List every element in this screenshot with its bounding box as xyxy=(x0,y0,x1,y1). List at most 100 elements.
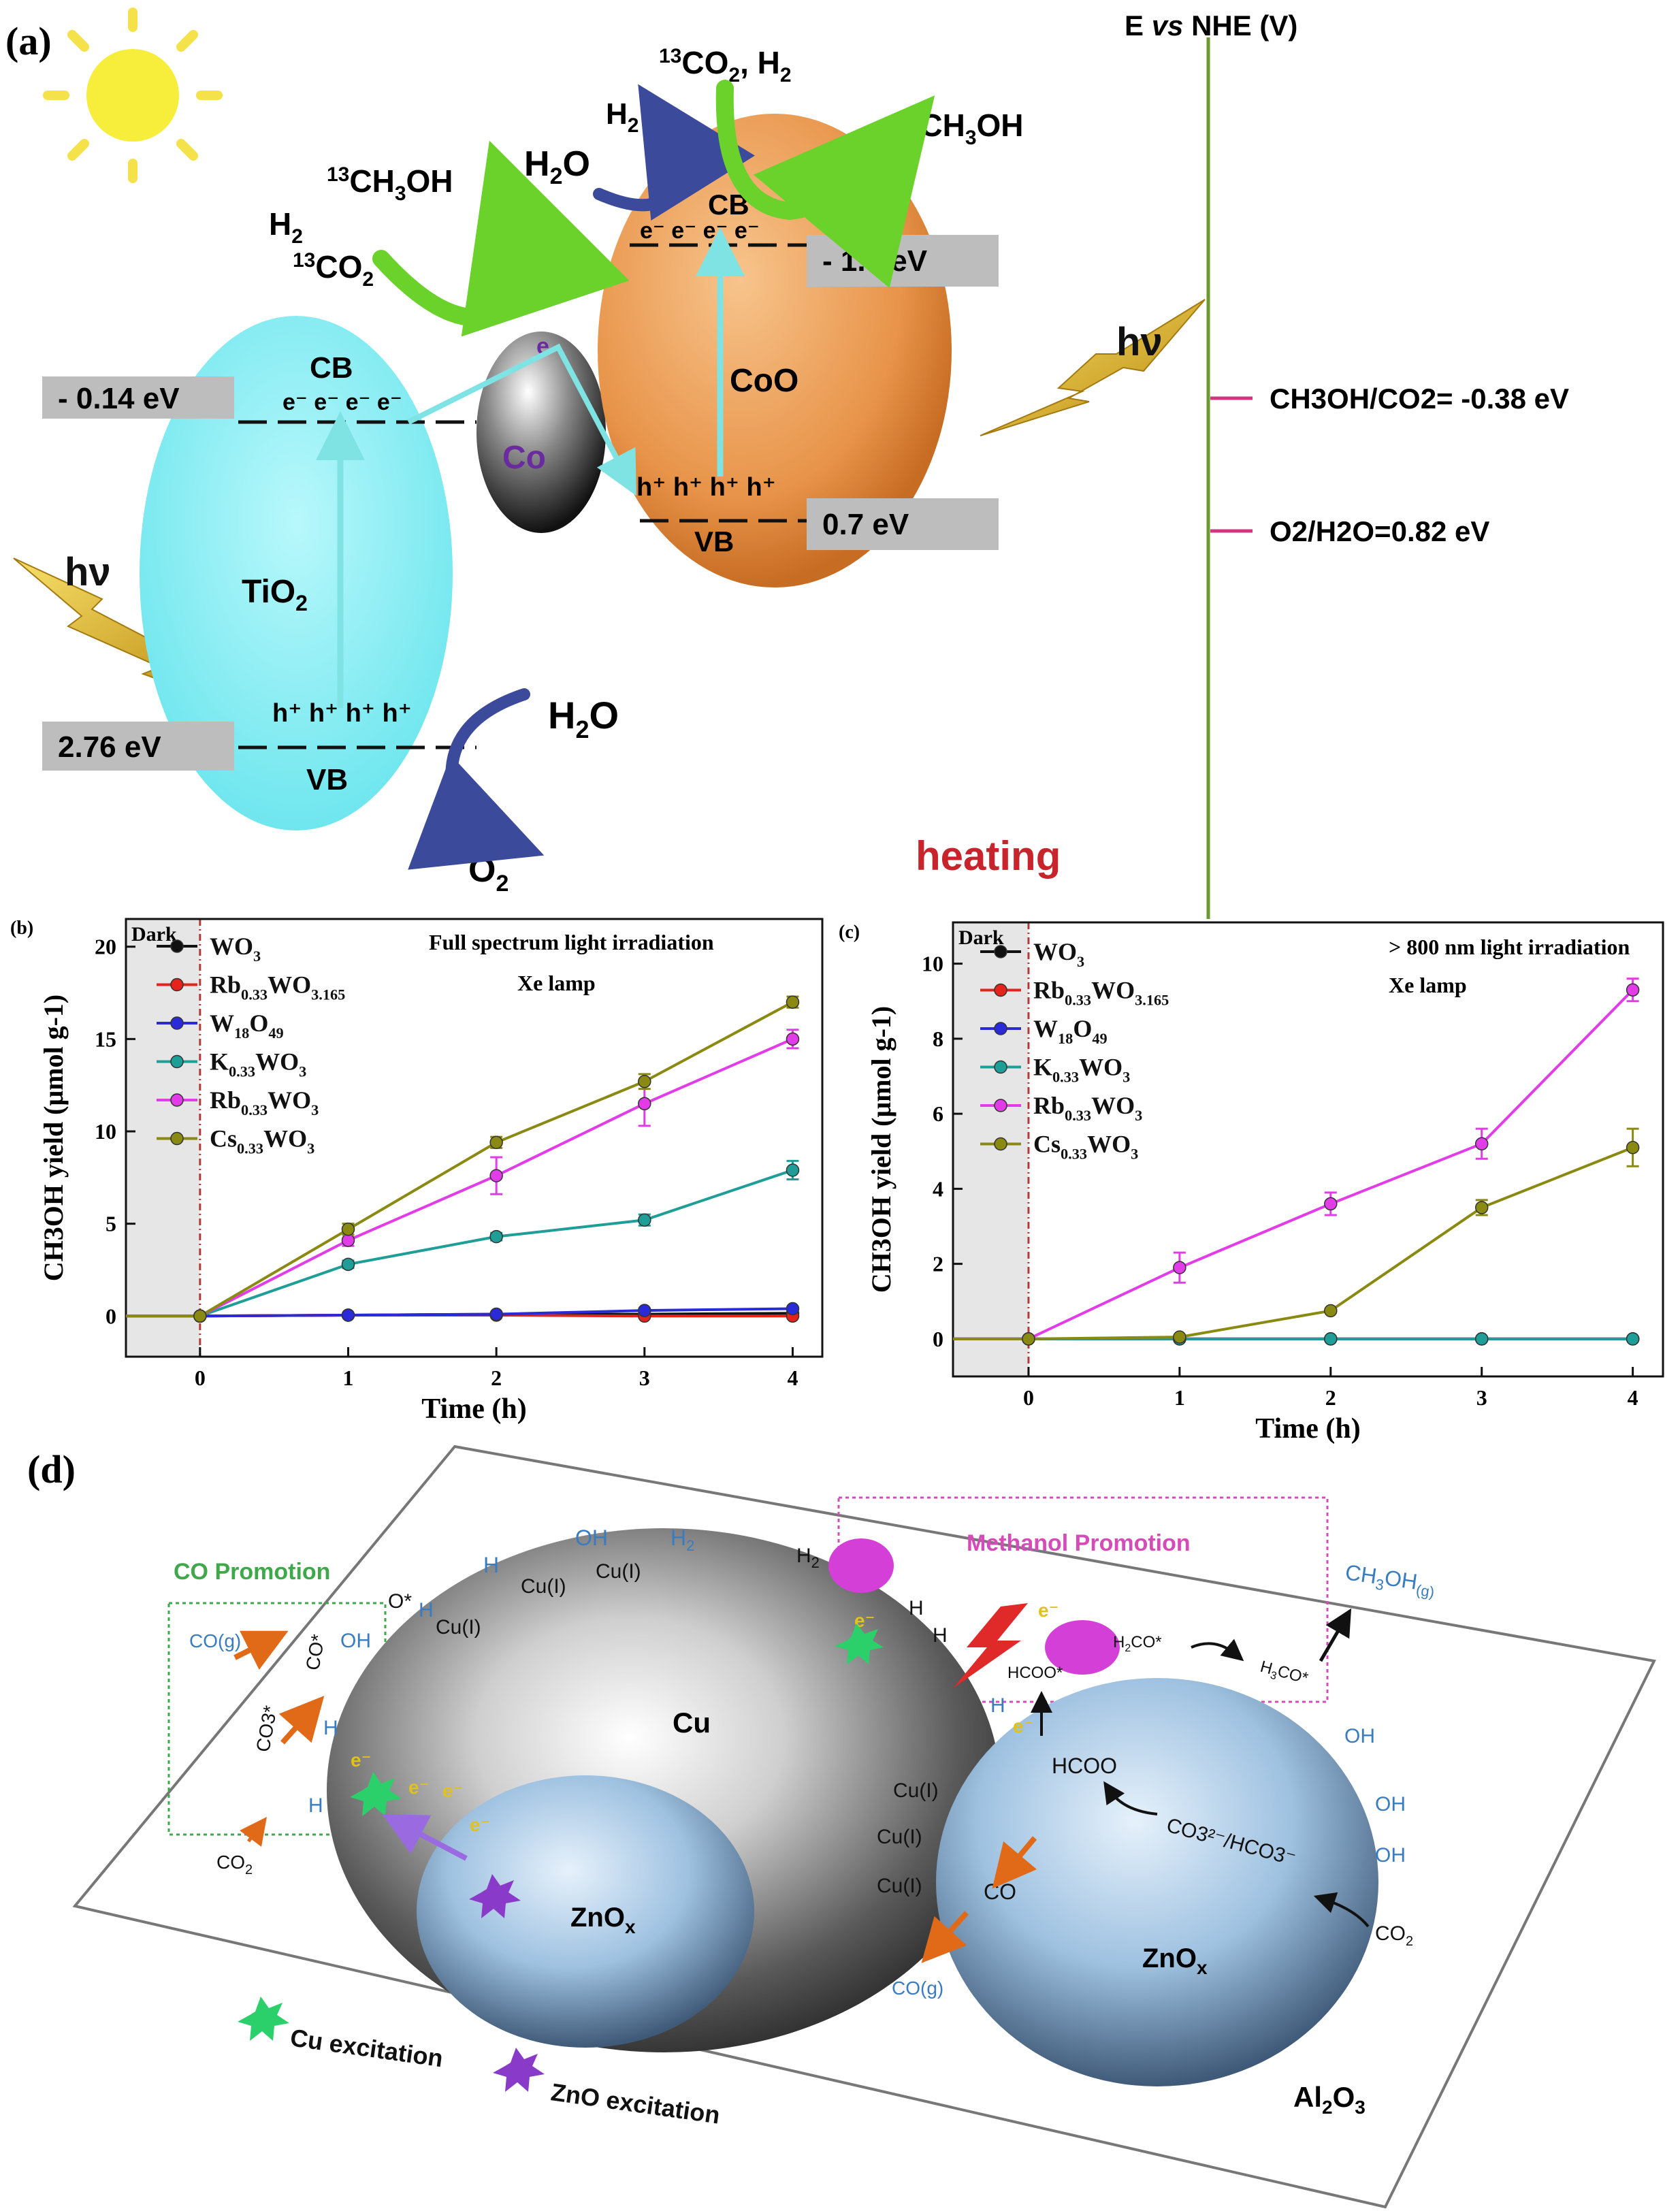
ch3oh-potential-label: CH3OH/CO2= -0.38 eV xyxy=(1270,383,1569,415)
data-point xyxy=(193,1309,207,1323)
dark-region xyxy=(953,922,1029,1376)
hv-label-left: hν xyxy=(65,550,111,594)
plot-frame xyxy=(125,918,824,1358)
h-label-cu: H xyxy=(419,1599,434,1621)
tio2-h2o-label: H2O xyxy=(548,694,619,743)
plot-frame xyxy=(952,921,1664,1378)
legend-swatch-marker xyxy=(994,1060,1007,1074)
legend-cu-excitation-icon xyxy=(238,1997,289,2041)
data-point xyxy=(638,1075,651,1088)
x-tick-label: 4 xyxy=(787,1366,798,1390)
cu-i-label-6: Cu(I) xyxy=(877,1875,922,1897)
al2o3-label: Al2O3 xyxy=(1293,2081,1366,2118)
legend-swatch-marker xyxy=(170,1016,184,1030)
panel-c-label: (c) xyxy=(839,922,860,943)
x-tick-label: 3 xyxy=(1476,1385,1487,1410)
data-point xyxy=(1474,1137,1489,1150)
h2co-to-h3co-arrow xyxy=(1191,1639,1244,1662)
cu-excitation-star-icon-2 xyxy=(835,1624,884,1664)
coo-label: CoO xyxy=(730,363,798,399)
legend-entry: Rb0.33WO3.165 xyxy=(1033,977,1169,1009)
irradiation-annotation: Full spectrum light irradiation xyxy=(429,930,714,954)
legend-swatch-marker xyxy=(170,1093,184,1107)
co-g-label-right: CO(g) xyxy=(892,1978,943,1999)
h-label-methanol-3: H xyxy=(990,1694,1005,1717)
hcoo-blob xyxy=(1045,1620,1120,1675)
ch3oh-release-arrow xyxy=(1319,1608,1352,1662)
tio2-label: TiO2 xyxy=(242,574,308,615)
sun-icon xyxy=(43,7,223,183)
y-tick-label: 15 xyxy=(95,1027,116,1051)
data-point xyxy=(1324,1304,1338,1318)
tio2-co2-reduction-arrow xyxy=(372,140,630,337)
data-point xyxy=(1474,1332,1489,1346)
red-lightning-icon xyxy=(953,1603,1028,1688)
h-label-methanol-2: H xyxy=(933,1624,948,1647)
zno-excitation-star-icon xyxy=(469,1874,521,1918)
oh-label-left: OH xyxy=(340,1630,371,1652)
legend-swatch-marker xyxy=(170,978,184,992)
data-point xyxy=(786,1163,800,1177)
cu-i-label-5: Cu(I) xyxy=(877,1826,922,1848)
co3-to-co-arrow xyxy=(278,1696,325,1745)
legend-swatch-marker xyxy=(170,939,184,953)
data-point xyxy=(341,1223,355,1236)
x-tick-label: 0 xyxy=(1023,1385,1034,1410)
co2-adsorb-arrow-right xyxy=(1313,1892,1370,1928)
coo-h2o-reduction-arrow xyxy=(593,84,756,221)
h2-dissociation-blob xyxy=(828,1538,894,1593)
series-line xyxy=(126,1001,794,1318)
y-tick-label: 0 xyxy=(106,1304,116,1328)
y-axis-label: CH3OH yield (μmol g-1) xyxy=(38,995,69,1282)
oh-label-top: OH xyxy=(575,1526,608,1550)
lamp-annotation: Xe lamp xyxy=(517,971,596,995)
data-point xyxy=(638,1304,651,1317)
series-line xyxy=(126,1037,794,1318)
o2-potential-label: O2/H2O=0.82 eV xyxy=(1270,515,1489,547)
cu-label: Cu xyxy=(673,1707,711,1739)
tio2-h2o-oxidation-arrow xyxy=(408,688,545,870)
y-tick-label: 0 xyxy=(933,1327,943,1351)
hcoo-to-co-arrow xyxy=(992,1836,1037,1889)
coo-holes: h⁺ h⁺ h⁺ h⁺ xyxy=(636,473,776,502)
coo-h2-label: H2 xyxy=(606,97,639,137)
y-tick-label: 6 xyxy=(933,1101,943,1126)
legend-entry: Rb0.33WO3.165 xyxy=(210,971,345,1003)
cu-i-label-4: Cu(I) xyxy=(893,1779,939,1802)
legend-entry: Rb0.33WO3 xyxy=(1033,1092,1142,1124)
co-particle xyxy=(476,332,606,533)
x-tick-label: 1 xyxy=(342,1366,353,1390)
data-point xyxy=(341,1308,355,1322)
data-point xyxy=(489,1169,503,1182)
legend-cu-excitation: Cu excitation xyxy=(289,2023,445,2072)
o-star-label: O* xyxy=(388,1590,412,1613)
panel-a-label: (a) xyxy=(5,19,52,63)
legend-swatch-marker xyxy=(994,1099,1007,1112)
coo-h2o-label: H2O xyxy=(524,144,590,189)
charge-transfer-arrow xyxy=(407,343,636,496)
dark-label: Dark xyxy=(958,926,1004,949)
legend-swatch-marker xyxy=(994,1137,1007,1151)
h2-label-top: H2 xyxy=(671,1526,694,1554)
carbonate-to-hcoo-arrow xyxy=(1103,1781,1158,1815)
tio2-vb-level-box xyxy=(42,722,234,771)
data-point xyxy=(1474,1201,1489,1214)
data-point xyxy=(341,1257,355,1272)
tio2-cb-level: - 0.14 eV xyxy=(58,382,180,415)
panel-b-label: (b) xyxy=(10,918,33,939)
y-tick-label: 10 xyxy=(922,952,943,976)
legend-zno-excitation-icon xyxy=(493,2048,545,2092)
data-point xyxy=(1022,1332,1035,1346)
x-tick-label: 2 xyxy=(491,1366,502,1390)
electron-label-4: e⁻ xyxy=(470,1814,490,1835)
ch3oh-g-label: CH3OH(g) xyxy=(1343,1560,1437,1600)
zno-particle-left xyxy=(417,1775,754,2048)
electron-label-3: e⁻ xyxy=(442,1780,463,1801)
coo-co2-h2-label: 13CO2, H2 xyxy=(659,45,792,86)
legend-swatch-marker xyxy=(994,945,1007,958)
heating-label: heating xyxy=(916,833,1061,879)
electron-label-1: e⁻ xyxy=(351,1749,371,1771)
hcoo-label: HCOO xyxy=(1052,1754,1117,1778)
x-axis-label: Time (h) xyxy=(1255,1413,1360,1445)
